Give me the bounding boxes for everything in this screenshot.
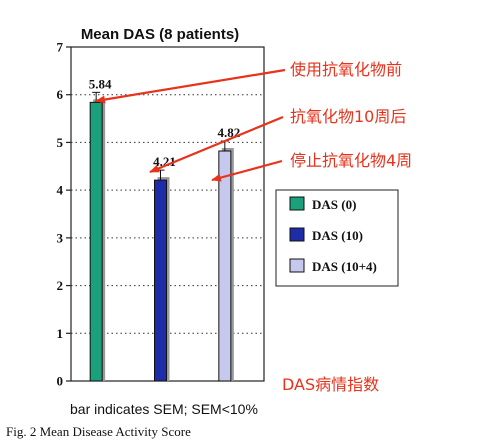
annotation-before: 使用抗氧化物前 xyxy=(290,60,402,79)
annotation-das-index: DAS病情指数 xyxy=(282,375,379,394)
y-tick-label: 2 xyxy=(57,278,64,293)
chart-title: Mean DAS (8 patients) xyxy=(81,26,239,43)
y-tick-label: 5 xyxy=(57,135,64,150)
y-tick-label: 0 xyxy=(57,374,64,389)
legend-label: DAS (10+4) xyxy=(312,259,377,274)
bar xyxy=(218,150,232,382)
bar xyxy=(89,101,103,382)
y-tick-label: 7 xyxy=(57,40,64,55)
arrow-before xyxy=(95,68,286,104)
arrow-stop-4-weeks xyxy=(211,159,283,182)
sem-note: bar indicates SEM; SEM<10% xyxy=(70,401,258,417)
legend-label: DAS (10) xyxy=(312,228,363,243)
annotation-stop-4-weeks: 停止抗氧化物4周 xyxy=(290,151,412,170)
bars xyxy=(89,91,234,382)
y-tick-label: 4 xyxy=(57,183,64,198)
legend-label: DAS (0) xyxy=(312,197,356,212)
bar xyxy=(154,179,167,382)
arrow-after-10-weeks xyxy=(149,115,284,174)
y-tick-label: 3 xyxy=(57,230,64,245)
y-axis-ticks: 0 1 2 3 4 5 6 7 xyxy=(57,40,71,389)
figure-caption: Fig. 2 Mean Disease Activity Score xyxy=(6,424,191,439)
legend: DAS (0) DAS (10) DAS (10+4) xyxy=(275,189,399,287)
value-label: 5.84 xyxy=(89,76,112,91)
legend-swatch xyxy=(289,227,305,242)
legend-swatch xyxy=(289,196,305,211)
legend-swatch xyxy=(289,258,305,273)
annotation-after-10-weeks: 抗氧化物10周后 xyxy=(290,107,406,126)
value-label: 4.82 xyxy=(217,125,240,140)
y-tick-label: 1 xyxy=(57,326,64,341)
y-tick-label: 6 xyxy=(57,87,64,102)
